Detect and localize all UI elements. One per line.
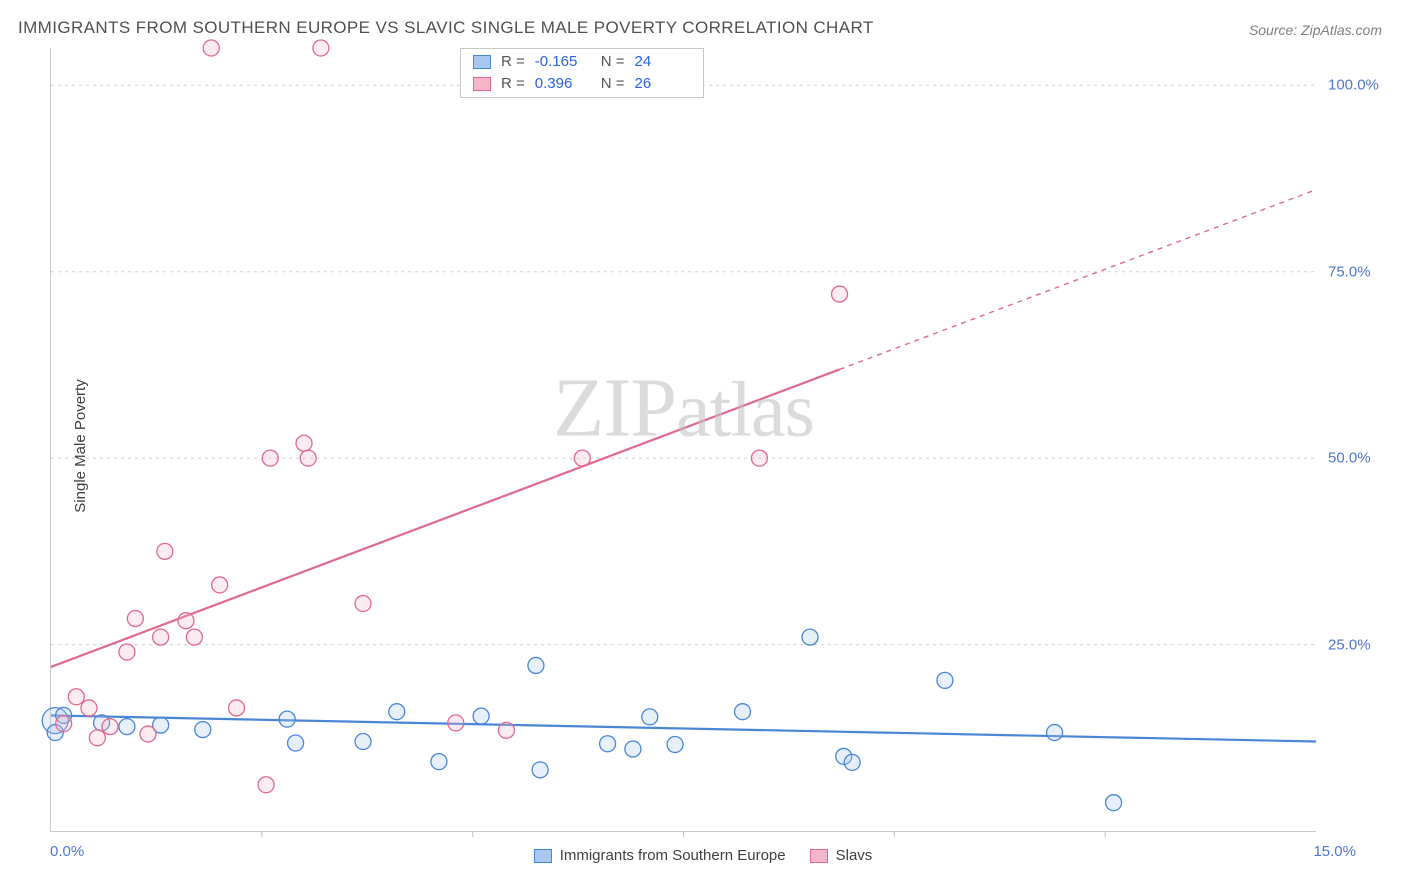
r-value-series-1: -0.165 — [535, 51, 591, 73]
n-value-series-1: 24 — [635, 51, 691, 73]
n-label: N = — [601, 73, 625, 95]
n-value-series-2: 26 — [635, 73, 691, 95]
legend-label-series-2: Slavs — [836, 847, 873, 864]
swatch-series-1 — [534, 849, 552, 863]
y-tick-label: 100.0% — [1328, 77, 1379, 94]
legend-row-series-2: R = 0.396 N = 26 — [473, 73, 691, 95]
x-tick-label-min: 0.0% — [50, 843, 84, 860]
correlation-legend: R = -0.165 N = 24 R = 0.396 N = 26 — [460, 48, 704, 98]
n-label: N = — [601, 51, 625, 73]
series-legend: Immigrants from Southern Europe Slavs — [0, 847, 1406, 864]
swatch-series-1 — [473, 55, 491, 69]
plot-area: ZIPatlas — [50, 48, 1316, 832]
swatch-series-2 — [810, 849, 828, 863]
y-tick-label: 25.0% — [1328, 636, 1371, 653]
scatter-plot-svg — [51, 48, 1316, 831]
legend-item-series-2: Slavs — [810, 847, 873, 864]
y-tick-label: 75.0% — [1328, 263, 1371, 280]
r-label: R = — [501, 73, 525, 95]
legend-label-series-1: Immigrants from Southern Europe — [560, 847, 786, 864]
source-label: Source: ZipAtlas.com — [1249, 22, 1382, 38]
y-tick-label: 50.0% — [1328, 450, 1371, 467]
r-label: R = — [501, 51, 525, 73]
x-tick-label-max: 15.0% — [1313, 843, 1356, 860]
legend-item-series-1: Immigrants from Southern Europe — [534, 847, 786, 864]
r-value-series-2: 0.396 — [535, 73, 591, 95]
chart-title: IMMIGRANTS FROM SOUTHERN EUROPE VS SLAVI… — [18, 18, 874, 38]
legend-row-series-1: R = -0.165 N = 24 — [473, 51, 691, 73]
swatch-series-2 — [473, 77, 491, 91]
